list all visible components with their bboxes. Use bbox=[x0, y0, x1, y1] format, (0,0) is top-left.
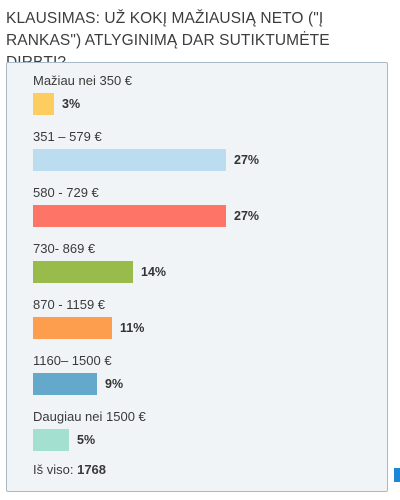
result-percent: 5% bbox=[77, 433, 96, 447]
total-votes: Iš viso: 1768 bbox=[33, 462, 106, 477]
result-bar bbox=[33, 93, 54, 115]
option-label: 351 – 579 € bbox=[33, 129, 102, 144]
option-label: 870 - 1159 € bbox=[33, 297, 106, 312]
result-bar bbox=[33, 149, 226, 171]
result-percent: 3% bbox=[62, 97, 81, 111]
result-bar bbox=[33, 317, 112, 339]
option-label: Mažiau nei 350 € bbox=[33, 73, 133, 88]
result-bar bbox=[33, 261, 133, 283]
scroll-indicator[interactable] bbox=[394, 468, 400, 482]
result-bar bbox=[33, 373, 97, 395]
result-percent: 14% bbox=[141, 265, 167, 279]
poll-results-panel: Iš viso: 1768 Mažiau nei 350 € 3% 351 – 57… bbox=[6, 62, 388, 492]
result-percent: 11% bbox=[120, 321, 145, 335]
total-label: Iš viso: bbox=[33, 462, 74, 477]
option-label: 580 - 729 € bbox=[33, 185, 99, 200]
option-label: 730- 869 € bbox=[33, 241, 96, 256]
option-label: Daugiau nei 1500 € bbox=[33, 409, 146, 424]
result-percent: 27% bbox=[234, 209, 260, 223]
total-value: 1768 bbox=[77, 462, 107, 477]
result-bar bbox=[33, 205, 226, 227]
option-label: 1160– 1500 € bbox=[33, 353, 112, 368]
result-percent: 27% bbox=[234, 153, 260, 167]
result-percent: 9% bbox=[105, 377, 124, 391]
result-bar bbox=[33, 429, 69, 451]
